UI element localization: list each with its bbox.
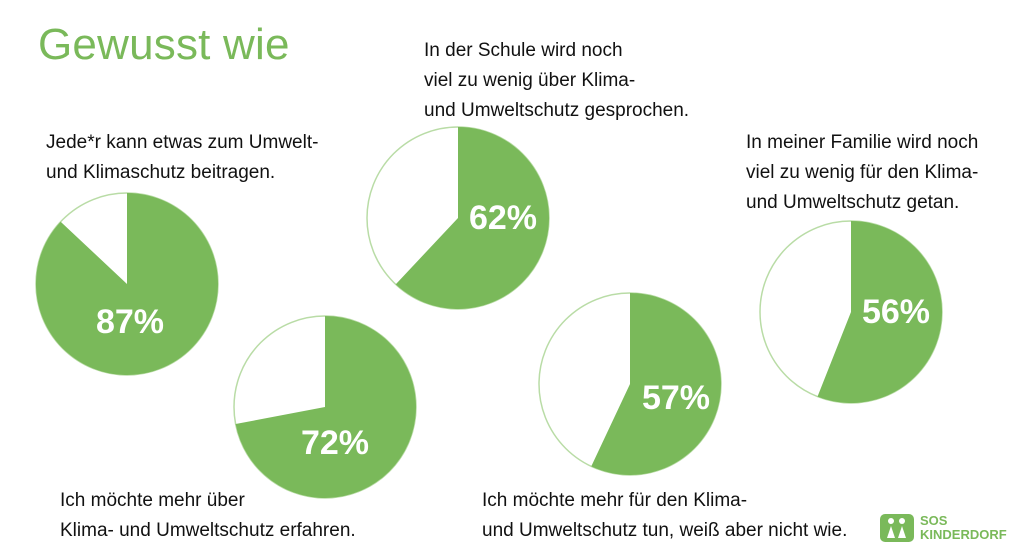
- caption-line: Ich möchte mehr über: [60, 490, 245, 511]
- pie-value-label: 56%: [862, 293, 930, 331]
- pie-chart-4: 72%: [233, 315, 417, 499]
- logo-line-1: SOS: [920, 513, 948, 528]
- caption-line: In der Schule wird noch: [424, 40, 623, 61]
- caption-line: und Umweltschutz gesprochen.: [424, 100, 690, 121]
- logo-mark-icon: [880, 514, 914, 542]
- pie-slice-value: [235, 316, 416, 498]
- pie-value-label: 57%: [642, 379, 710, 417]
- caption-chart-5: Ich möchte mehr für den Klima- und Umwel…: [482, 486, 847, 546]
- pie-slice-value: [591, 293, 721, 475]
- caption-chart-4: Ich möchte mehr über Klima- und Umweltsc…: [60, 486, 356, 546]
- pie-chart-5: 57%: [538, 292, 722, 476]
- sos-kinderdorf-logo: SOS KINDERDORF: [880, 514, 1007, 542]
- caption-line: viel zu wenig über Klima-: [424, 70, 636, 91]
- pie-slice-value: [817, 220, 943, 404]
- caption-line: Klima- und Umweltschutz erfahren.: [60, 520, 356, 541]
- pie-slice-value: [35, 193, 218, 375]
- page-title: Gewusst wie: [38, 20, 290, 69]
- pie-value-label: 87%: [96, 303, 164, 341]
- pie-chart-1: 87%: [35, 192, 219, 376]
- caption-line: Jede*r kann etwas zum Umwelt-: [46, 132, 319, 153]
- pie-chart-3: 56%: [759, 220, 943, 404]
- caption-line: und Umweltschutz tun, weiß aber nicht wi…: [482, 520, 848, 541]
- logo-line-2: KINDERDORF: [920, 527, 1007, 542]
- pie-chart-2: 62%: [366, 126, 550, 310]
- caption-line: und Klimaschutz beitragen.: [46, 162, 276, 183]
- caption-line: viel zu wenig für den Klima-: [746, 162, 979, 183]
- pie-value-label: 72%: [301, 424, 369, 462]
- pie-slice-value: [395, 127, 549, 310]
- pie-value-label: 62%: [469, 199, 537, 237]
- caption-chart-2: In der Schule wird noch viel zu wenig üb…: [424, 36, 689, 126]
- caption-chart-1: Jede*r kann etwas zum Umwelt- und Klimas…: [46, 128, 318, 188]
- caption-chart-3: In meiner Familie wird noch viel zu weni…: [746, 128, 978, 218]
- caption-line: und Umweltschutz getan.: [746, 192, 960, 213]
- caption-line: Ich möchte mehr für den Klima-: [482, 490, 748, 511]
- logo-text: SOS KINDERDORF: [920, 514, 1007, 542]
- caption-line: In meiner Familie wird noch: [746, 132, 979, 153]
